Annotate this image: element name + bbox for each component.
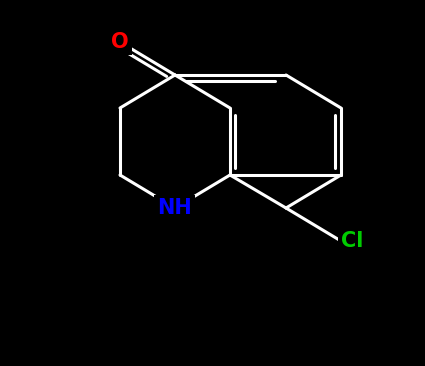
- Text: NH: NH: [158, 198, 193, 218]
- Text: O: O: [111, 32, 129, 52]
- Text: Cl: Cl: [341, 231, 363, 251]
